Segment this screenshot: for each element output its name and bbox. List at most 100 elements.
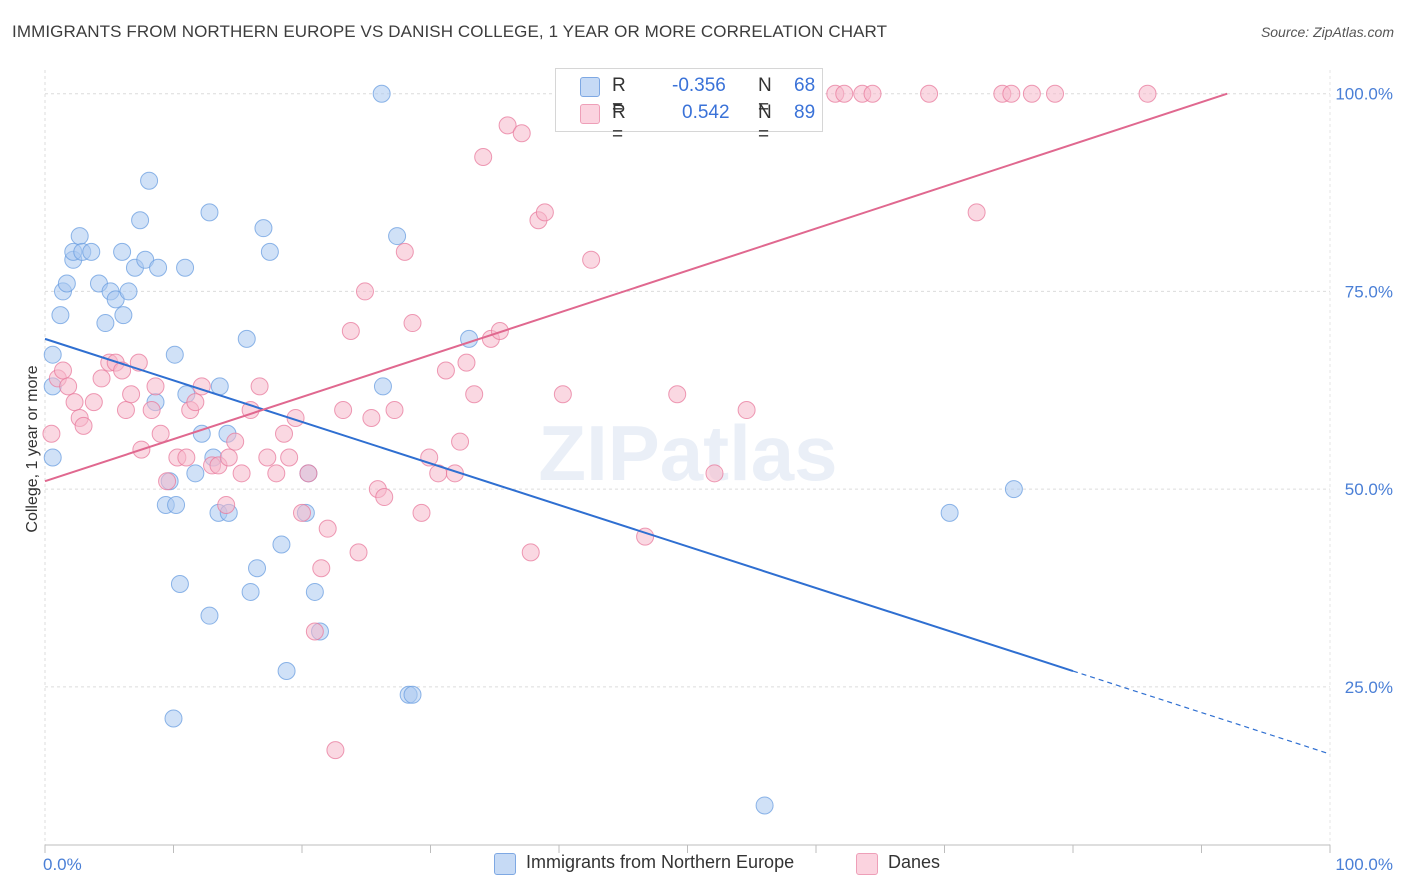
- data-point: [119, 282, 138, 301]
- data-point: [457, 353, 476, 372]
- data-point: [668, 385, 687, 404]
- data-point: [113, 361, 132, 380]
- data-point: [334, 401, 353, 420]
- data-point: [258, 448, 277, 467]
- data-point: [705, 464, 724, 483]
- data-point: [755, 796, 774, 815]
- data-point: [149, 258, 168, 277]
- data-point: [250, 377, 269, 396]
- data-point: [305, 582, 324, 601]
- data-point: [280, 448, 299, 467]
- y-tick-label: 100.0%: [1335, 85, 1393, 104]
- data-point: [57, 274, 76, 293]
- data-point: [375, 488, 394, 507]
- data-point: [114, 306, 133, 325]
- bottom-legend-swatch-blue: [494, 853, 516, 875]
- data-point: [1046, 84, 1065, 103]
- y-tick-label: 25.0%: [1345, 678, 1393, 697]
- data-point: [158, 472, 177, 491]
- data-point: [116, 401, 135, 420]
- data-point: [1022, 84, 1041, 103]
- data-point: [186, 393, 205, 412]
- data-point: [106, 290, 125, 309]
- data-point: [553, 385, 572, 404]
- data-point: [140, 171, 159, 190]
- data-point: [177, 448, 196, 467]
- data-point: [59, 377, 78, 396]
- data-point: [1138, 84, 1157, 103]
- data-point: [372, 84, 391, 103]
- data-point: [272, 535, 291, 554]
- data-point: [349, 543, 368, 562]
- data-point: [142, 401, 161, 420]
- data-point: [82, 242, 101, 261]
- data-point: [200, 606, 219, 625]
- data-point: [131, 211, 150, 230]
- data-point: [395, 242, 414, 261]
- data-point: [940, 503, 959, 522]
- data-point: [217, 495, 236, 514]
- series-northern-europe: [43, 84, 1023, 815]
- data-point: [362, 408, 381, 427]
- data-point: [582, 250, 601, 269]
- x-tick-label: 0.0%: [43, 855, 82, 874]
- data-point: [373, 377, 392, 396]
- trend-line-northern-europe: [44, 337, 1074, 672]
- data-point: [237, 329, 256, 348]
- data-point: [436, 361, 455, 380]
- data-point: [275, 424, 294, 443]
- data-point: [186, 464, 205, 483]
- data-point: [232, 464, 251, 483]
- data-point: [96, 314, 115, 333]
- legend-r-label: R =: [612, 75, 626, 118]
- data-point: [51, 306, 70, 325]
- data-point: [535, 203, 554, 222]
- data-point: [192, 424, 211, 443]
- trend-line-danes: [44, 92, 1228, 483]
- trend-lines: [44, 92, 1331, 755]
- data-point: [318, 519, 337, 538]
- data-point: [146, 377, 165, 396]
- data-point: [84, 393, 103, 412]
- data-point: [70, 227, 89, 246]
- data-point: [267, 464, 286, 483]
- data-point: [521, 543, 540, 562]
- data-point: [835, 84, 854, 103]
- watermark: ZIPatlas: [538, 409, 837, 497]
- correlation-legend: R = -0.356 N = 68 R = 0.542 N = 89: [555, 68, 823, 145]
- data-point: [1004, 480, 1023, 499]
- data-point: [403, 314, 422, 333]
- data-point: [136, 250, 155, 269]
- chart-title: IMMIGRANTS FROM NORTHERN EUROPE VS DANIS…: [12, 22, 888, 41]
- legend-n-value: 89: [794, 102, 816, 123]
- data-point: [737, 401, 756, 420]
- data-point: [355, 282, 374, 301]
- data-point: [241, 582, 260, 601]
- data-point: [164, 709, 183, 728]
- legend-r-value: 0.542: [682, 102, 730, 123]
- source-credit: Source: ZipAtlas.com: [1260, 24, 1394, 40]
- data-point: [474, 147, 493, 166]
- data-point: [254, 219, 273, 238]
- data-point: [170, 575, 189, 594]
- data-point: [53, 361, 72, 380]
- data-point: [1002, 84, 1021, 103]
- data-point: [176, 258, 195, 277]
- data-point: [305, 622, 324, 641]
- data-point: [388, 227, 407, 246]
- data-point: [43, 345, 62, 364]
- data-point: [293, 503, 311, 522]
- data-point: [920, 84, 939, 103]
- data-point: [122, 385, 141, 404]
- tick-labels: 100.0% 75.0% 50.0% 25.0% 0.0% 100.0%: [43, 85, 1393, 874]
- legend-swatch-blue: [580, 77, 600, 97]
- data-point: [151, 424, 170, 443]
- data-point: [165, 345, 184, 364]
- data-point: [341, 321, 360, 340]
- axes: [44, 844, 1331, 853]
- data-point: [403, 685, 422, 704]
- data-point: [863, 84, 882, 103]
- data-point: [210, 377, 229, 396]
- data-point: [219, 448, 238, 467]
